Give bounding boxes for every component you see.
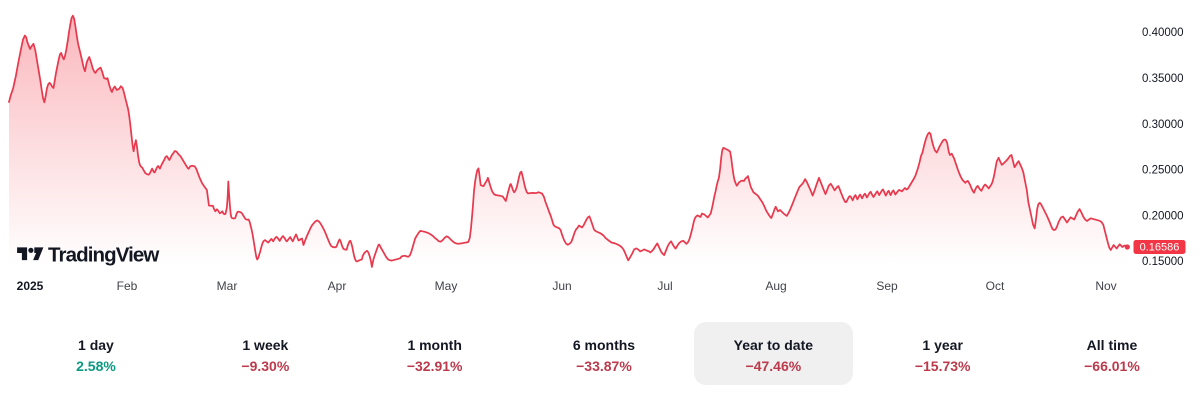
svg-text:2025: 2025 xyxy=(17,279,44,293)
svg-text:Feb: Feb xyxy=(117,279,138,293)
svg-text:0.15000: 0.15000 xyxy=(1142,256,1184,268)
svg-text:0.40000: 0.40000 xyxy=(1142,27,1184,39)
svg-text:0.16586: 0.16586 xyxy=(1140,242,1180,254)
svg-text:0.25000: 0.25000 xyxy=(1142,165,1184,177)
svg-text:TradingView: TradingView xyxy=(48,244,159,267)
svg-text:Sep: Sep xyxy=(876,279,898,293)
svg-text:Aug: Aug xyxy=(765,279,786,293)
svg-text:Mar: Mar xyxy=(217,279,238,293)
svg-text:Oct: Oct xyxy=(986,279,1005,293)
svg-text:May: May xyxy=(435,279,458,293)
svg-text:Nov: Nov xyxy=(1095,279,1116,293)
svg-text:0.35000: 0.35000 xyxy=(1142,73,1184,85)
svg-text:Jun: Jun xyxy=(552,279,571,293)
svg-text:0.30000: 0.30000 xyxy=(1142,119,1184,131)
svg-text:Apr: Apr xyxy=(328,279,347,293)
svg-text:Jul: Jul xyxy=(657,279,672,293)
svg-text:0.20000: 0.20000 xyxy=(1142,210,1184,222)
